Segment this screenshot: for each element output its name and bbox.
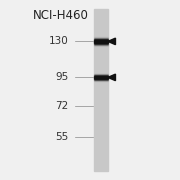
Text: 95: 95	[55, 72, 68, 82]
Bar	[94, 78, 108, 79]
Bar	[94, 40, 108, 41]
Text: NCI-H460: NCI-H460	[32, 9, 88, 22]
Bar	[94, 43, 108, 44]
Text: 72: 72	[55, 101, 68, 111]
Bar	[94, 44, 108, 45]
Bar	[94, 9, 108, 171]
Bar	[94, 77, 108, 78]
Bar	[94, 76, 108, 77]
Bar	[94, 41, 108, 42]
Bar	[94, 38, 108, 39]
Bar	[94, 42, 108, 43]
Bar	[94, 80, 108, 81]
Bar	[94, 75, 108, 76]
Text: 130: 130	[49, 36, 68, 46]
Bar	[94, 39, 108, 40]
Text: 55: 55	[55, 132, 68, 142]
Bar	[94, 79, 108, 80]
Bar	[94, 45, 108, 46]
Bar	[94, 74, 108, 75]
Polygon shape	[108, 38, 116, 45]
Polygon shape	[108, 74, 116, 81]
Bar	[94, 37, 108, 38]
